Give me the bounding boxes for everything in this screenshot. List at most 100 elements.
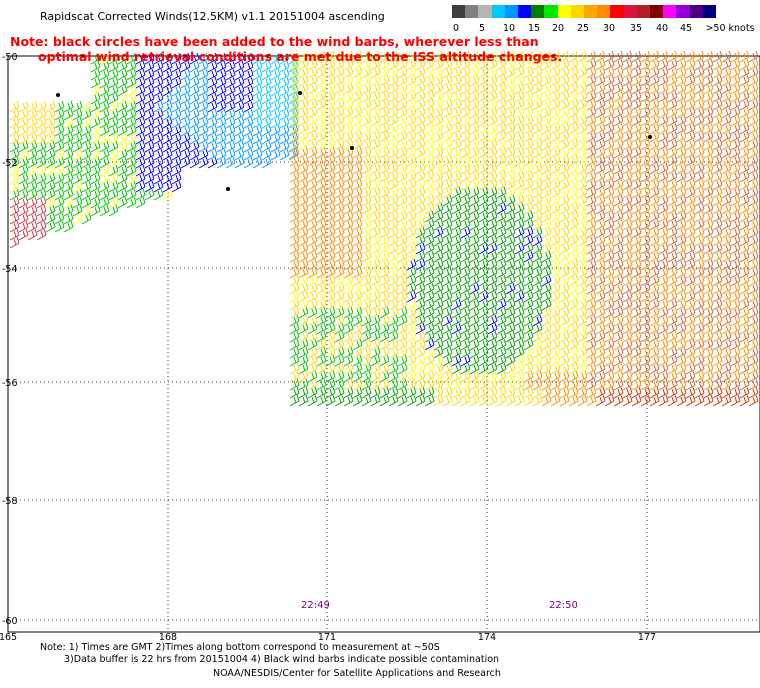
wind-barb [126, 76, 137, 89]
wind-barb [442, 122, 453, 135]
wind-barb [225, 116, 236, 129]
wind-barb [144, 148, 155, 161]
wind-barb [99, 164, 110, 177]
latitude-label: -50 [2, 52, 18, 63]
wind-barb [352, 394, 363, 407]
wind-barb [604, 114, 615, 127]
wind-barb [496, 178, 507, 191]
wind-barb [261, 116, 272, 129]
wind-barb [433, 130, 444, 143]
wind-barb [649, 122, 660, 135]
wind-barb [451, 394, 462, 407]
wind-barb [36, 116, 47, 129]
wind-barb [577, 122, 588, 135]
wind-barb [162, 124, 173, 137]
wind-barb [289, 90, 300, 103]
footer-note-1: Note: 1) Times are GMT 2)Times along bot… [40, 642, 440, 653]
wind-barb [658, 58, 669, 71]
wind-barb [460, 98, 471, 111]
wind-barb [27, 204, 38, 217]
wind-barb [604, 90, 615, 103]
wind-barb [442, 178, 453, 191]
wind-barb [361, 98, 372, 111]
wind-barb [523, 154, 534, 167]
wind-barb [198, 148, 209, 161]
legend-color-bar [452, 5, 717, 18]
wind-barb [469, 106, 480, 119]
legend-tick-label: 20 [551, 23, 565, 34]
wind-barb [613, 106, 624, 119]
wind-barb [496, 122, 507, 135]
wind-barb [505, 50, 516, 63]
wind-barb [316, 50, 327, 63]
wind-barb [415, 122, 426, 135]
wind-barb [595, 178, 606, 191]
wind-barb [676, 154, 687, 167]
wind-barb [99, 132, 110, 145]
wind-barb [144, 100, 155, 113]
wind-barb [658, 170, 669, 183]
wind-barb [352, 82, 363, 95]
wind-barb [108, 140, 119, 153]
wind-barb [532, 130, 543, 143]
wind-barb [658, 130, 669, 143]
wind-barb [81, 204, 92, 217]
wind-barb [207, 108, 218, 121]
wind-barb [532, 154, 543, 167]
wind-barb [532, 82, 543, 95]
wind-barb [469, 114, 480, 127]
wind-barb [586, 130, 597, 143]
wind-barb [108, 180, 119, 193]
wind-barb [568, 66, 579, 79]
wind-barb [541, 162, 552, 175]
wind-barb [667, 98, 678, 111]
wind-barb [270, 132, 281, 145]
wind-barb [388, 146, 399, 159]
wind-barb [135, 148, 146, 161]
wind-barb [496, 114, 507, 127]
wind-barb [270, 116, 281, 129]
wind-barb [595, 82, 606, 95]
wind-barb [523, 178, 534, 191]
wind-barb [379, 114, 390, 127]
wind-barb [739, 170, 750, 183]
wind-barb [198, 84, 209, 97]
wind-barb [433, 138, 444, 151]
wind-barb [433, 154, 444, 167]
wind-barb [18, 140, 29, 153]
wind-barb [27, 164, 38, 177]
wind-barb [613, 178, 624, 191]
legend-swatch [531, 5, 545, 18]
wind-barb [505, 146, 516, 159]
wind-barb [559, 178, 570, 191]
wind-barb [243, 92, 254, 105]
wind-barb [243, 100, 254, 113]
wind-barb [721, 146, 732, 159]
wind-barb [361, 146, 372, 159]
wind-barb [126, 92, 137, 105]
wind-barb [144, 76, 155, 89]
wind-barb [108, 108, 119, 121]
wind-barb [550, 90, 561, 103]
wind-barb [18, 172, 29, 185]
wind-barb [289, 394, 300, 407]
wind-barb [307, 154, 318, 167]
wind-barb [99, 148, 110, 161]
wind-barb [189, 52, 200, 65]
wind-barb [703, 154, 714, 167]
wind-barb [207, 156, 218, 169]
wind-barb [460, 114, 471, 127]
wind-barb [36, 156, 47, 169]
wind-barb [721, 58, 732, 71]
wind-barb [640, 106, 651, 119]
wind-barb [316, 74, 327, 87]
wind-barb [370, 122, 381, 135]
wind-barb [559, 394, 570, 407]
wind-barb [487, 114, 498, 127]
wind-barb [406, 74, 417, 87]
wind-barb [748, 58, 759, 71]
wind-barb [352, 138, 363, 151]
wind-barb [595, 162, 606, 175]
wind-barb [406, 122, 417, 135]
wind-barb [559, 146, 570, 159]
